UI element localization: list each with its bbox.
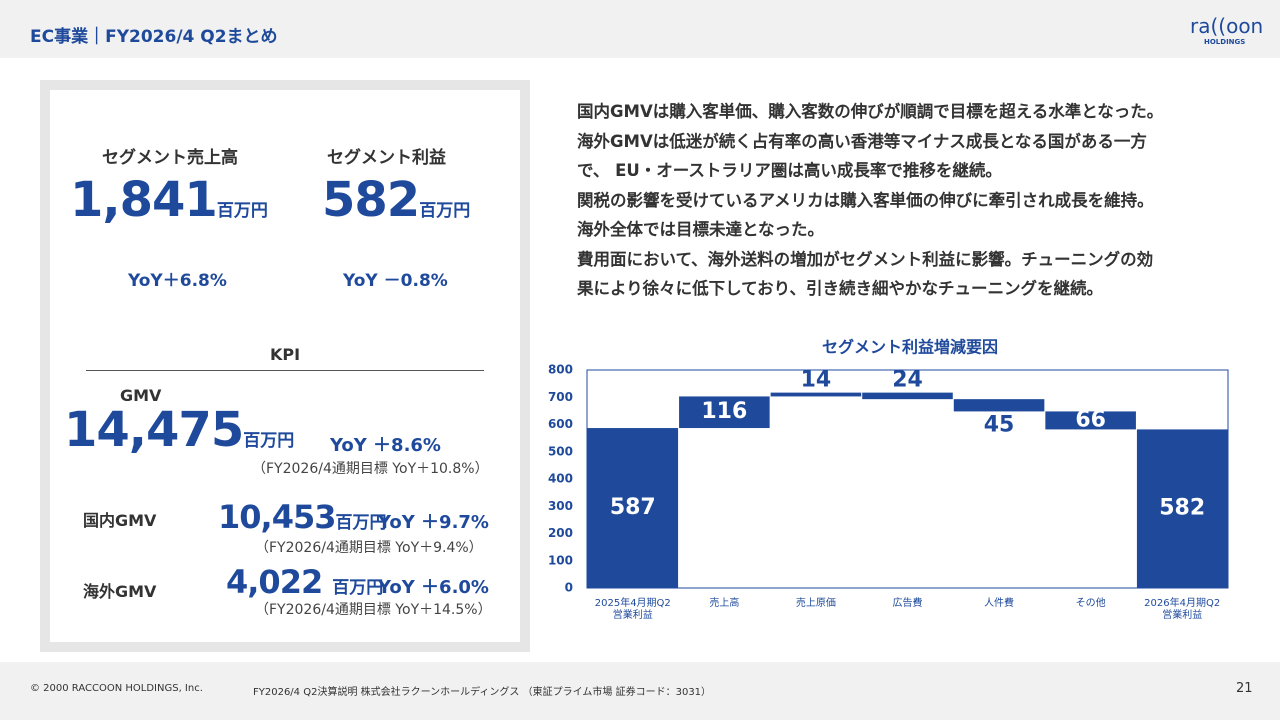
summary-line: で、 EU・オーストラリア圏は高い成長率で推移を継続。 xyxy=(577,161,1002,180)
value: 14,475 xyxy=(64,402,244,458)
y-tick-label: 100 xyxy=(548,553,573,567)
bar xyxy=(770,392,862,397)
segment-label: セグメント売上高 xyxy=(102,148,238,168)
x-tick-label: その他 xyxy=(1075,598,1106,609)
y-tick-label: 300 xyxy=(548,499,573,513)
unit: 百万円 xyxy=(243,431,295,451)
data-label: 582 xyxy=(1159,496,1205,521)
kpi-target: （FY2026/4通期目標 YoY＋9.4%） xyxy=(255,540,483,556)
kpi-yoy: YoY ＋6.0% xyxy=(378,577,489,598)
kpi-target: （FY2026/4通期目標 YoY＋14.5%） xyxy=(255,602,492,618)
data-label: 116 xyxy=(701,399,747,424)
logo: ra((oon xyxy=(1190,14,1264,38)
x-tick-label: 売上高 xyxy=(709,598,740,609)
summary-line: 海外GMVは低迷が続く占有率の高い香港等マイナス成長となる国がある一方 xyxy=(577,131,1147,151)
bar xyxy=(679,396,770,429)
y-tick-label: 0 xyxy=(565,581,573,595)
unit: 百万円 xyxy=(335,513,387,533)
footer-copyright: © 2000 RACCOON HOLDINGS, Inc. xyxy=(30,683,203,694)
segment-value: 582 百万円 xyxy=(322,172,470,228)
summary-line: 関税の影響を受けているアメリカは購入客単価の伸びに牽引され成長を維持。 xyxy=(577,190,1154,210)
kpi-panel xyxy=(40,80,530,652)
header-bar xyxy=(0,0,1280,58)
summary-line: 費用面において、海外送料の増加がセグメント利益に影響。チューニングの効 xyxy=(577,249,1154,269)
kpi-title: KPI xyxy=(270,345,301,364)
unit: 百万円 xyxy=(419,201,471,221)
segment-value: 1,841 百万円 xyxy=(70,172,268,228)
summary-line: 果により徐々に低下しており、引き続き細やかなチューニングを継続。 xyxy=(577,279,1104,298)
chart-title: セグメント利益増減要因 xyxy=(822,338,998,357)
chart: セグメント利益増減要因 0 100 200 300 400 500 600 700 800 587… xyxy=(540,330,1240,630)
unit: 百万円 xyxy=(332,578,384,598)
footer-bar xyxy=(0,662,1280,720)
bar xyxy=(953,399,1045,412)
y-tick-label: 200 xyxy=(548,526,573,540)
x-tick-label: 人件費 xyxy=(984,598,1015,609)
y-tick-label: 400 xyxy=(548,472,573,486)
bar xyxy=(862,392,953,400)
kpi-label: GMV xyxy=(120,386,162,405)
data-label: 587 xyxy=(610,495,656,520)
bar xyxy=(587,428,679,588)
summary-line: 国内GMVは購入客単価、購入客数の伸びが順調で目標を超える水準となった。 xyxy=(577,102,1164,121)
data-label: 66 xyxy=(1075,407,1106,432)
kpi-value: 10,453 百万円 xyxy=(218,498,386,536)
unit: 百万円 xyxy=(216,201,268,221)
segment-yoy: YoY －0.8% xyxy=(343,271,448,291)
y-tick-label: 700 xyxy=(548,390,573,404)
segment-label: セグメント利益 xyxy=(327,148,446,168)
kpi-label: 国内GMV xyxy=(83,511,157,530)
x-tick-label: 2026年4月期Q2 営業利益 xyxy=(1144,598,1221,621)
data-label: 14 xyxy=(801,368,832,393)
summary: 国内GMVは購入客単価、購入客数の伸びが順調で目標を超える水準となった。 海外GM… xyxy=(577,97,1163,304)
header-title: EC事業｜FY2026/4 Q2まとめ xyxy=(30,27,278,47)
page-number: 21 xyxy=(1236,681,1253,696)
value: 1,841 xyxy=(70,172,218,228)
y-tick-label: 600 xyxy=(548,417,573,431)
logo-sub: HOLDINGS xyxy=(1204,38,1246,46)
kpi-yoy: YoY ＋8.6% xyxy=(330,435,441,456)
segment-yoy: YoY＋6.8% xyxy=(128,271,227,291)
chart-svg: セグメント利益増減要因 0 100 200 300 400 500 600 700 800 587… xyxy=(548,338,1229,595)
plot-frame xyxy=(586,369,1229,589)
kpi-value: 14,475 百万円 xyxy=(64,402,294,458)
kpi-rule xyxy=(86,370,484,371)
data-label: 24 xyxy=(892,368,923,393)
x-tick-label: 2025年4月期Q2 営業利益 xyxy=(594,598,671,621)
x-tick-label: 広告費 xyxy=(892,598,923,609)
y-tick-label: 800 xyxy=(548,363,573,377)
data-label: 45 xyxy=(984,412,1015,437)
kpi-target: （FY2026/4通期目標 YoY＋10.8%） xyxy=(252,461,489,477)
kpi-label: 海外GMV xyxy=(83,582,157,601)
summary-line: 海外全体では目標未達となった。 xyxy=(577,220,825,239)
value: 582 xyxy=(322,172,420,228)
x-tick-label: 売上原価 xyxy=(795,598,836,609)
bar xyxy=(1136,429,1228,588)
footer-doc: FY2026/4 Q2決算説明 株式会社ラクーンホールディングス （東証プライム… xyxy=(253,687,712,698)
kpi-value: 4,022 百万円 xyxy=(226,563,383,601)
value: 4,022 xyxy=(226,563,323,601)
kpi-yoy: YoY ＋9.7% xyxy=(378,512,489,533)
bar xyxy=(1045,411,1136,430)
value: 10,453 xyxy=(218,498,336,536)
y-tick-label: 500 xyxy=(548,444,573,458)
